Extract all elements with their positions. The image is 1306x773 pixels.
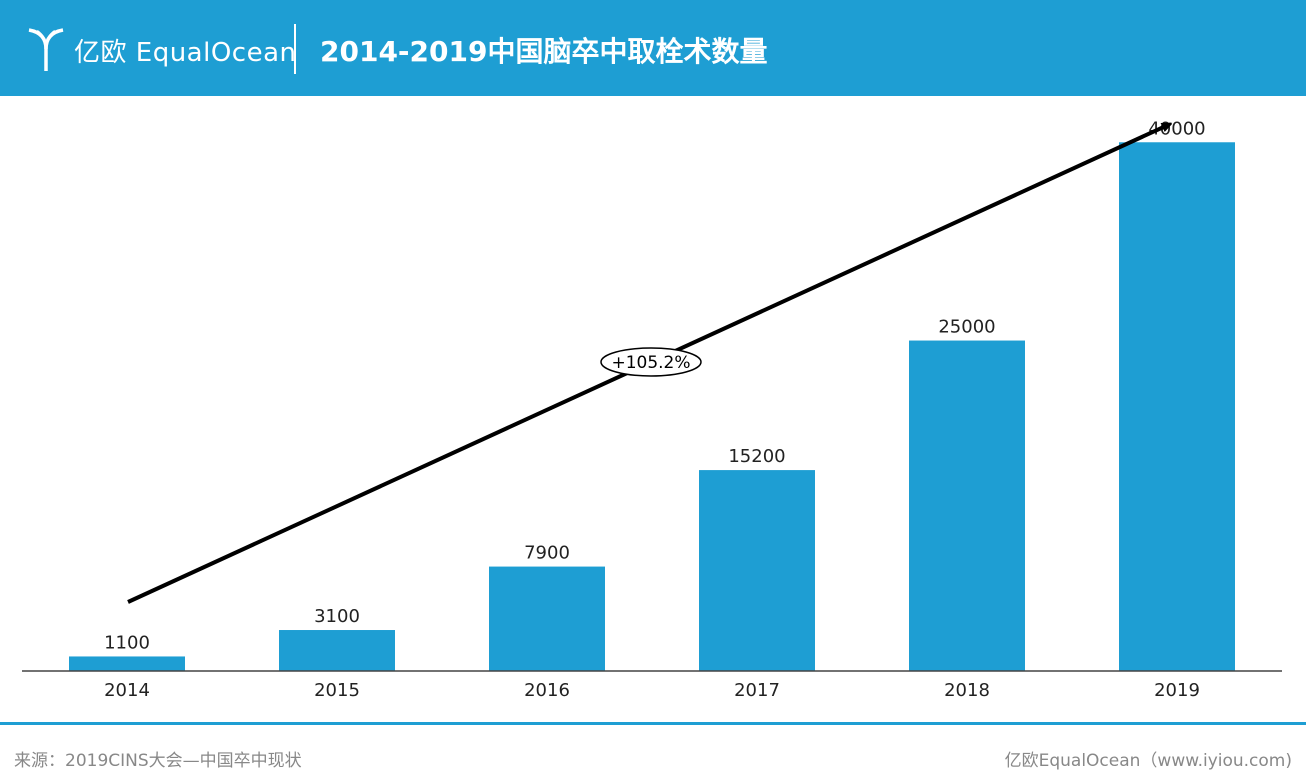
equalocean-logo-icon	[28, 28, 64, 71]
logo-text: 亿欧 EqualOcean	[74, 37, 297, 68]
footer-divider	[0, 722, 1306, 725]
bar-2018	[909, 340, 1025, 671]
growth-annotation-badge	[600, 347, 702, 377]
data-label-2014: 1100	[104, 632, 150, 653]
header-divider	[294, 24, 296, 74]
data-label-2015: 3100	[314, 606, 360, 627]
x-tick-2015: 2015	[314, 680, 360, 701]
x-tick-2018: 2018	[944, 680, 990, 701]
bar-2015	[279, 630, 395, 671]
credit-note: 亿欧EqualOcean（www.iyiou.com)	[1004, 751, 1292, 771]
source-note: 来源：2019CINS大会—中国卒中现状	[14, 751, 302, 771]
bar-chart: 1100 2014 3100 2015 7900 2016 15200 2017 25000 20…	[22, 118, 1282, 701]
x-tick-2017: 2017	[734, 680, 780, 701]
data-label-2016: 7900	[524, 543, 570, 564]
data-label-2017: 15200	[728, 446, 785, 467]
bar-2017	[699, 470, 815, 671]
logo: 亿欧 EqualOcean	[26, 26, 297, 74]
growth-annotation-label: +105.2%	[611, 353, 690, 373]
bar-2014	[69, 656, 185, 671]
bar-2016	[489, 566, 605, 671]
x-tick-2019: 2019	[1154, 680, 1200, 701]
header-bar: 亿欧 EqualOcean 2014-2019中国脑卒中取栓术数量	[0, 0, 1306, 96]
page-title: 2014-2019中国脑卒中取栓术数量	[320, 35, 768, 68]
data-label-2018: 25000	[938, 317, 995, 338]
x-tick-2014: 2014	[104, 680, 150, 701]
bar-2019	[1119, 142, 1235, 671]
x-tick-2016: 2016	[524, 680, 570, 701]
